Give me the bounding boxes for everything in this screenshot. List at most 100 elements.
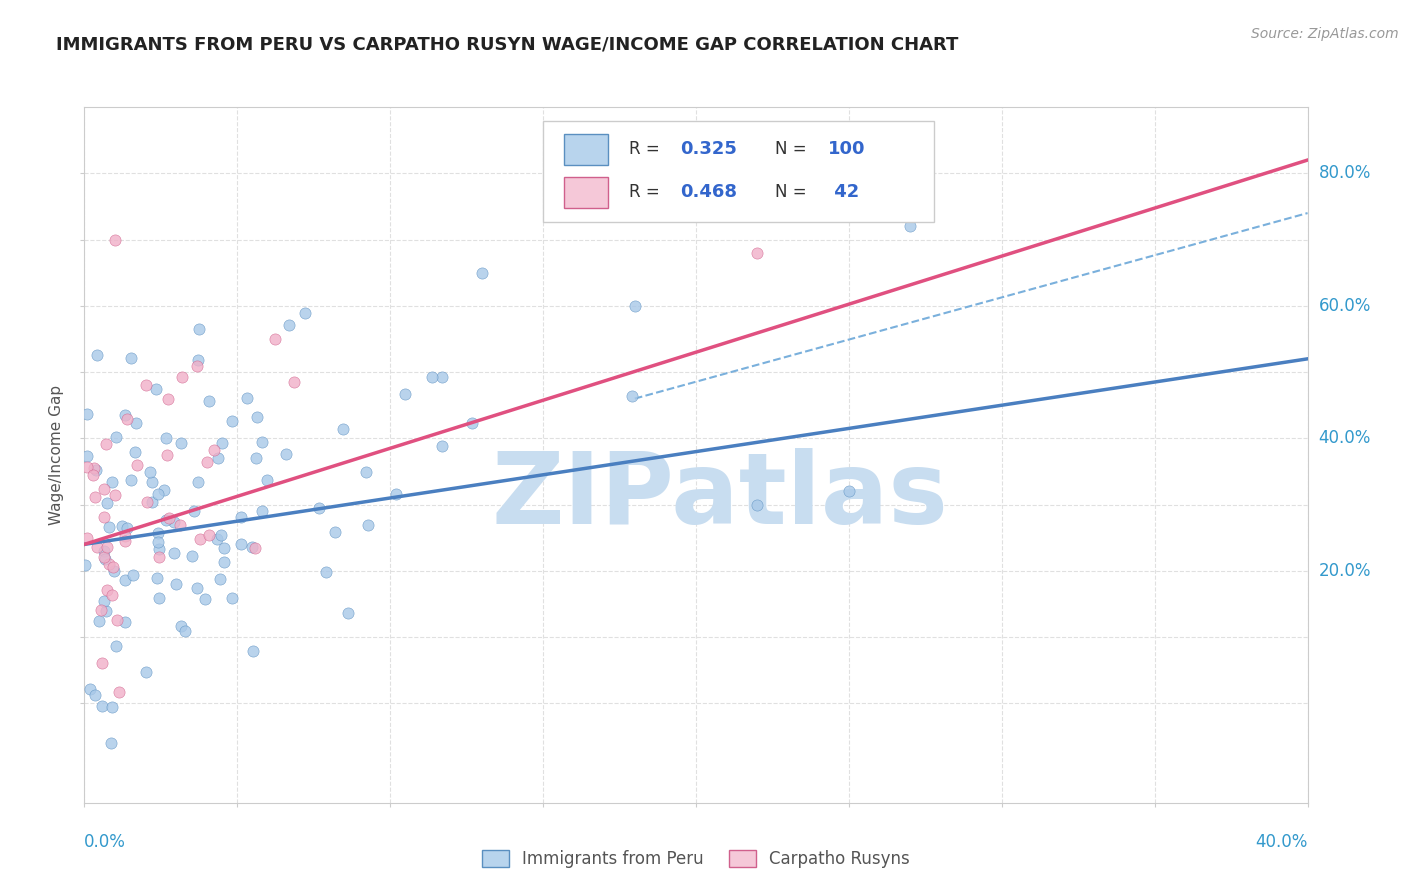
Text: 40.0%: 40.0% [1256,833,1308,851]
FancyBboxPatch shape [543,121,935,222]
Point [278,318,301,332]
Point [422,369,444,384]
Point [157,511,180,525]
Point [114,615,136,630]
Point [146,571,169,585]
Point [294,306,316,320]
Point [148,534,170,549]
Point [174,624,197,639]
Point [170,619,193,633]
Point [141,495,163,509]
Point [221,591,243,605]
Text: 60.0%: 60.0% [1319,297,1371,315]
Text: R =: R = [628,183,665,201]
FancyBboxPatch shape [564,134,607,165]
Text: Source: ZipAtlas.com: Source: ZipAtlas.com [1251,27,1399,41]
Point [148,549,170,564]
Point [165,577,187,591]
Point [198,393,221,408]
Point [104,488,127,502]
Point [337,606,360,620]
Point [187,353,209,368]
Point [93,543,115,558]
Point [115,412,138,426]
Point [125,458,148,472]
Point [96,583,118,598]
Point [155,431,177,445]
Point [101,588,124,602]
Point [214,555,236,569]
Point [624,299,647,313]
Legend: Immigrants from Peru, Carpatho Rusyns: Immigrants from Peru, Carpatho Rusyns [475,843,917,874]
Point [82,467,104,482]
Point [76,450,98,464]
Point [86,348,108,362]
Point [153,483,176,497]
Point [471,266,494,280]
Text: 20.0%: 20.0% [1319,562,1371,580]
Point [148,591,170,605]
Point [172,369,194,384]
Text: 0.468: 0.468 [681,183,737,201]
Point [141,475,163,490]
Point [86,541,108,555]
Point [120,351,142,365]
Point [187,322,209,336]
Point [283,375,305,389]
Point [430,370,453,384]
Point [124,444,146,458]
Point [308,501,330,516]
Text: 0.325: 0.325 [681,140,737,158]
Text: N =: N = [776,183,813,201]
Point [94,552,117,566]
Point [236,391,259,405]
Point [394,387,416,401]
Text: 0.0%: 0.0% [84,833,127,851]
Point [747,245,769,260]
Point [125,417,148,431]
Point [354,465,377,479]
Point [242,644,264,658]
Point [100,736,122,750]
Point [76,532,98,546]
Point [135,665,157,680]
Point [155,513,177,527]
Point [111,518,134,533]
Point [209,528,232,542]
Text: R =: R = [628,140,665,158]
Point [103,564,125,578]
Point [229,537,252,551]
Point [120,473,142,487]
Point [83,490,105,504]
Point [898,219,921,234]
Point [246,409,269,424]
Point [108,685,131,699]
Point [183,504,205,518]
Point [96,437,118,451]
Point [75,558,97,572]
Point [169,517,191,532]
Point [229,510,252,524]
Point [146,526,169,541]
Point [264,332,287,346]
Point [105,640,128,654]
Point [202,443,225,458]
Point [208,572,231,586]
Point [135,378,157,392]
Point [104,430,127,444]
Point [357,517,380,532]
Point [115,520,138,534]
Point [136,495,159,509]
Text: 40.0%: 40.0% [1319,429,1371,448]
Point [315,566,337,580]
Point [181,549,204,563]
Point [621,388,644,402]
Point [93,510,115,524]
Point [94,604,117,618]
Point [323,524,346,539]
Text: ZIPatlas: ZIPatlas [492,448,949,545]
Point [114,408,136,422]
Point [79,682,101,697]
Point [156,449,179,463]
Point [197,528,219,542]
